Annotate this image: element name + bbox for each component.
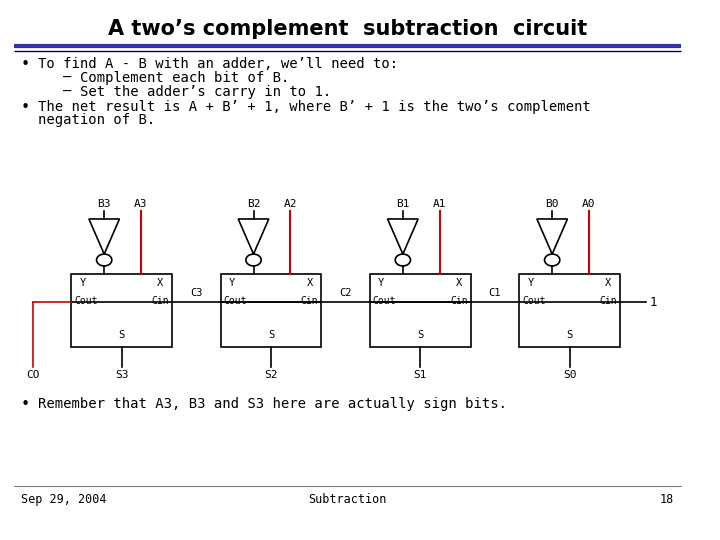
Text: Remember that A3, B3 and S3 here are actually sign bits.: Remember that A3, B3 and S3 here are act… xyxy=(38,397,507,411)
Text: S2: S2 xyxy=(264,370,278,380)
Bar xyxy=(370,274,471,347)
Text: S: S xyxy=(118,330,125,340)
Text: Y: Y xyxy=(528,279,534,288)
Text: Cin: Cin xyxy=(450,296,468,306)
Text: S1: S1 xyxy=(413,370,427,380)
Text: B0: B0 xyxy=(546,199,559,209)
Text: S: S xyxy=(567,330,572,340)
Text: Cout: Cout xyxy=(74,296,97,306)
Text: A0: A0 xyxy=(582,199,595,209)
Text: Cout: Cout xyxy=(223,296,247,306)
Text: S0: S0 xyxy=(563,370,576,380)
Text: •: • xyxy=(21,397,30,412)
Text: 18: 18 xyxy=(660,493,674,506)
Text: Sep 29, 2004: Sep 29, 2004 xyxy=(21,493,107,506)
Text: CO: CO xyxy=(26,369,40,380)
Text: A two’s complement  subtraction  circuit: A two’s complement subtraction circuit xyxy=(108,19,587,39)
Bar xyxy=(220,274,321,347)
Text: Cout: Cout xyxy=(373,296,396,306)
Text: The net result is A + B’ + 1, where B’ + 1 is the two’s complement: The net result is A + B’ + 1, where B’ +… xyxy=(38,100,591,114)
Bar xyxy=(71,274,172,347)
Text: S: S xyxy=(417,330,423,340)
Text: B1: B1 xyxy=(396,199,410,209)
Text: X: X xyxy=(307,279,313,288)
Text: Cin: Cin xyxy=(151,296,169,306)
Text: Cout: Cout xyxy=(522,296,546,306)
Text: B2: B2 xyxy=(247,199,260,209)
Text: Complement each bit of B.: Complement each bit of B. xyxy=(80,71,289,85)
Text: Y: Y xyxy=(378,279,384,288)
Text: C3: C3 xyxy=(190,288,202,298)
Text: X: X xyxy=(456,279,462,288)
Text: •: • xyxy=(21,100,30,115)
Text: Y: Y xyxy=(229,279,235,288)
Text: Set the adder’s carry in to 1.: Set the adder’s carry in to 1. xyxy=(80,85,331,99)
Text: 1: 1 xyxy=(649,296,657,309)
Text: S3: S3 xyxy=(114,370,128,380)
Text: A1: A1 xyxy=(433,199,446,209)
Text: •: • xyxy=(21,57,30,72)
Text: A3: A3 xyxy=(134,199,148,209)
Text: negation of B.: negation of B. xyxy=(38,113,156,127)
Text: Subtraction: Subtraction xyxy=(308,493,387,506)
Text: Cin: Cin xyxy=(600,296,617,306)
Bar xyxy=(519,274,620,347)
Text: A2: A2 xyxy=(284,199,297,209)
Text: S: S xyxy=(268,330,274,340)
Text: C2: C2 xyxy=(339,288,352,298)
Text: X: X xyxy=(157,279,163,288)
Text: C1: C1 xyxy=(489,288,501,298)
Text: –: – xyxy=(63,71,71,85)
Text: Y: Y xyxy=(79,279,86,288)
Text: B3: B3 xyxy=(97,199,111,209)
Text: –: – xyxy=(63,85,71,99)
Text: To find A - B with an adder, we’ll need to:: To find A - B with an adder, we’ll need … xyxy=(38,57,398,71)
Text: Cin: Cin xyxy=(301,296,318,306)
Text: X: X xyxy=(606,279,611,288)
